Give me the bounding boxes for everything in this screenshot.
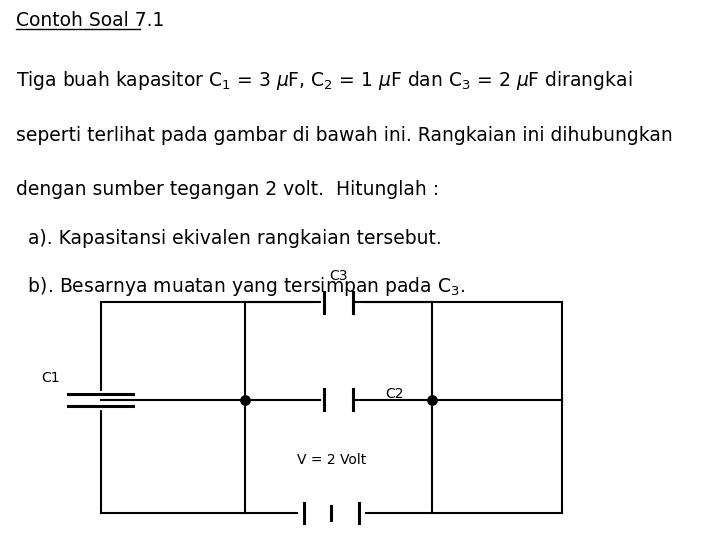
Text: C3: C3 bbox=[329, 269, 348, 284]
Text: a). Kapasitansi ekivalen rangkaian tersebut.: a). Kapasitansi ekivalen rangkaian terse… bbox=[16, 229, 441, 248]
Text: b). Besarnya muatan yang tersimpan pada C$_3$.: b). Besarnya muatan yang tersimpan pada … bbox=[16, 275, 465, 298]
Text: Contoh Soal 7.1: Contoh Soal 7.1 bbox=[16, 11, 164, 30]
Text: C2: C2 bbox=[385, 387, 404, 401]
Text: dengan sumber tegangan 2 volt.  Hitunglah :: dengan sumber tegangan 2 volt. Hitunglah… bbox=[16, 180, 439, 199]
Point bbox=[239, 395, 251, 404]
Text: V = 2 Volt: V = 2 Volt bbox=[297, 453, 366, 467]
Point bbox=[426, 395, 438, 404]
Text: Tiga buah kapasitor C$_1$ = 3 $\mu$F, C$_2$ = 1 $\mu$F dan C$_3$ = 2 $\mu$F dira: Tiga buah kapasitor C$_1$ = 3 $\mu$F, C$… bbox=[16, 69, 632, 92]
Text: C1: C1 bbox=[41, 371, 60, 385]
Text: seperti terlihat pada gambar di bawah ini. Rangkaian ini dihubungkan: seperti terlihat pada gambar di bawah in… bbox=[16, 126, 672, 145]
